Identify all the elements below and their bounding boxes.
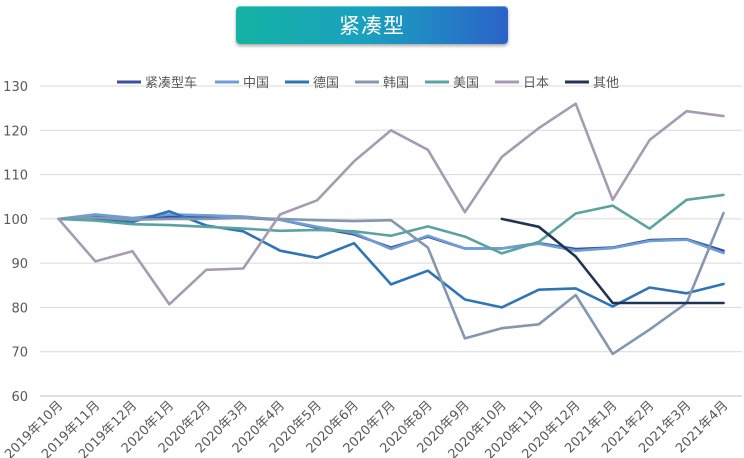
y-tick-label: 60 <box>11 390 28 405</box>
series-line-韩国 <box>57 211 725 356</box>
legend-item: 其他 <box>565 76 619 91</box>
series-line-美国 <box>57 193 725 255</box>
legend-label: 日本 <box>523 76 549 91</box>
gridlines <box>40 85 742 397</box>
legend-item: 美国 <box>425 76 479 91</box>
legend: 紧凑型车 中国 德国 韩国 美国 日本 其他 <box>117 75 619 91</box>
y-tick-label: 110 <box>3 169 28 184</box>
legend-item: 日本 <box>495 76 549 91</box>
y-tick-label: 100 <box>3 213 28 228</box>
y-tick-label: 80 <box>11 301 28 316</box>
legend-label: 韩国 <box>383 76 409 91</box>
legend-item: 韩国 <box>355 76 409 91</box>
legend-label: 其他 <box>593 76 619 91</box>
chart-title: 紧凑型 <box>339 14 405 38</box>
y-axis: 60 70 80 90 100 110 120 130 <box>3 80 28 405</box>
series-line-德国 <box>57 210 725 309</box>
y-tick-label: 120 <box>3 124 28 139</box>
chart-title-banner: 紧凑型 <box>236 6 508 44</box>
y-tick-label: 70 <box>11 346 28 361</box>
legend-item: 中国 <box>215 76 269 91</box>
series-line-日本 <box>57 102 725 306</box>
legend-label: 德国 <box>313 76 339 91</box>
y-tick-label: 90 <box>11 257 28 272</box>
series-lines <box>57 102 725 356</box>
legend-label: 中国 <box>243 76 269 91</box>
series-line-其他 <box>500 217 725 305</box>
y-tick-label: 130 <box>3 80 28 95</box>
x-axis: 2019年10月2019年11月2019年12月2020年1月2020年2月20… <box>2 398 731 458</box>
series-line-中国 <box>57 213 725 255</box>
legend-item: 德国 <box>285 76 339 91</box>
legend-label: 美国 <box>453 76 479 91</box>
legend-item: 紧凑型车 <box>117 75 197 91</box>
legend-label: 紧凑型车 <box>145 75 197 91</box>
